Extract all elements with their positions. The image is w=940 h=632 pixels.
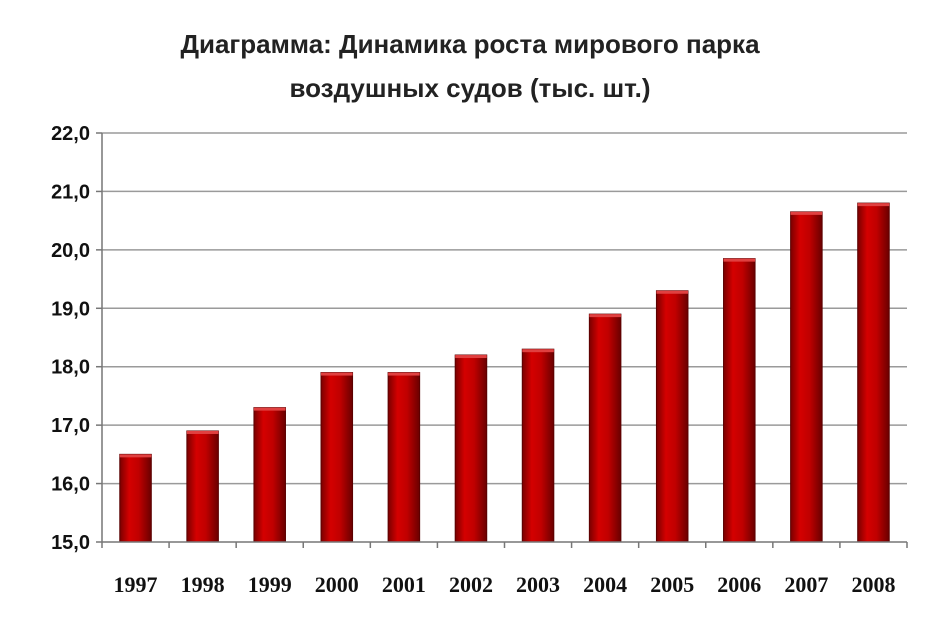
- x-tick-label: 2001: [382, 572, 426, 597]
- bar-2001: [387, 372, 421, 543]
- bar-2008: [857, 202, 890, 543]
- y-tick-label: 21,0: [51, 181, 90, 203]
- bar-highlight: [790, 211, 823, 215]
- bar-highlight: [857, 203, 890, 207]
- bar-highlight: [388, 372, 420, 376]
- y-tick-label: 19,0: [51, 298, 90, 320]
- chart-title: Диаграмма: Динамика роста мирового парка…: [0, 22, 940, 110]
- gridlines: [96, 132, 907, 543]
- y-tick-label: 20,0: [51, 240, 90, 262]
- y-tick-label: 15,0: [51, 532, 90, 554]
- x-tick-label: 2006: [717, 572, 761, 597]
- bar-highlight: [119, 454, 152, 458]
- bar-highlight: [321, 372, 353, 376]
- x-tick-label: 2008: [851, 572, 895, 597]
- x-tick-label: 2000: [315, 572, 359, 597]
- bar-highlight: [723, 258, 756, 262]
- bar-2004: [588, 313, 622, 543]
- chart-title-line-2: воздушных судов (тыс. шт.): [289, 73, 651, 103]
- y-tick-label: 18,0: [51, 357, 90, 379]
- bar-highlight: [589, 314, 621, 318]
- x-tick-label: 1997: [114, 572, 158, 597]
- x-tick-label: 2005: [650, 572, 694, 597]
- bar-2000: [320, 372, 354, 543]
- bar-2006: [723, 258, 756, 543]
- x-tick-label: 2003: [516, 572, 560, 597]
- bar-2003: [521, 348, 555, 543]
- x-tick-label: 1998: [181, 572, 225, 597]
- bar-1998: [186, 430, 219, 543]
- y-tick-labels: 15,0 16,0 17,0 18,0 19,0 20,0 21,0 22,0: [51, 123, 90, 554]
- bar-highlight: [186, 430, 219, 434]
- x-tick-labels: 1997 1998 1999 2000 2001 2002 2003 2004 2005 2006…: [114, 572, 896, 597]
- bar-2005: [655, 290, 689, 543]
- bar-2002: [454, 354, 488, 543]
- bar-1999: [253, 407, 286, 543]
- bar-1997: [119, 453, 152, 543]
- bar-2007: [790, 211, 823, 543]
- x-tick-label: 1999: [248, 572, 292, 597]
- bar-highlight: [656, 290, 688, 294]
- chart-title-line-1: Диаграмма: Динамика роста мирового парка: [180, 29, 760, 59]
- bar-highlight: [522, 349, 554, 353]
- y-tick-label: 22,0: [51, 123, 90, 145]
- bars: [119, 202, 890, 543]
- bar-highlight: [455, 355, 487, 359]
- x-tick-label: 2007: [784, 572, 828, 597]
- x-tick-label: 2002: [449, 572, 493, 597]
- bar-highlight: [253, 407, 286, 411]
- x-tick-label: 2004: [583, 572, 627, 597]
- y-tick-label: 17,0: [51, 415, 90, 437]
- y-tick-label: 16,0: [51, 474, 90, 496]
- axes: [101, 133, 908, 548]
